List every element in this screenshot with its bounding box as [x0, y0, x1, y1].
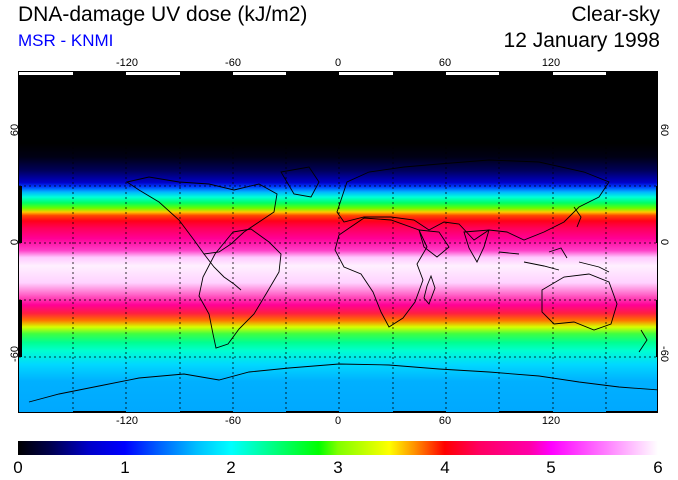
- coast-south-america: [198, 228, 282, 349]
- lon-tick-top-minus120: -120: [115, 57, 139, 69]
- date-label: 12 January 1998: [503, 29, 660, 52]
- lon-tick-top-0: 0: [334, 57, 342, 69]
- tick-bar: [606, 411, 657, 412]
- tick-bar: [286, 411, 339, 412]
- tick-bar: [19, 186, 22, 243]
- coast-japan: [573, 206, 582, 228]
- lon-tick-bottom-120: 120: [541, 415, 561, 427]
- tick-bar: [73, 411, 126, 412]
- sky-condition-label: Clear-sky: [571, 3, 660, 26]
- tick-bar: [553, 72, 606, 75]
- coast-central-america: [203, 253, 242, 291]
- map-title: DNA-damage UV dose (kJ/m2): [18, 3, 308, 26]
- lat-tick-right-60: 60: [658, 123, 670, 137]
- tick-bar: [19, 300, 22, 357]
- coast-north-america: [125, 176, 278, 255]
- graticule: [19, 72, 657, 412]
- lat-tick-right-minus60: -60: [658, 346, 670, 362]
- coast-antarctica: [28, 363, 657, 403]
- colorbar-label-2: 2: [226, 458, 236, 477]
- tick-bar: [180, 411, 233, 412]
- colorbar-label-6: 6: [653, 458, 663, 477]
- lon-tick-bottom-60: 60: [438, 415, 452, 427]
- tick-bar: [393, 411, 446, 412]
- coast-australia: [541, 273, 618, 331]
- frame-ticks: [19, 72, 657, 412]
- source-label: MSR - KNMI: [18, 31, 114, 50]
- coast-india: [463, 229, 490, 263]
- tick-bar: [339, 72, 393, 75]
- tick-bar: [656, 300, 657, 357]
- coast-arabia: [418, 229, 450, 258]
- coast-madagascar: [423, 274, 436, 305]
- tick-bar: [499, 411, 553, 412]
- tick-bar: [126, 72, 180, 75]
- colorbar-label-4: 4: [440, 458, 450, 477]
- colorbar-label-5: 5: [546, 458, 556, 477]
- lon-tick-top-minus60: -60: [225, 57, 241, 69]
- uv-map: [18, 71, 658, 413]
- uv-colorbar: [18, 441, 658, 455]
- lon-tick-bottom-0: 0: [334, 415, 342, 427]
- lon-tick-top-120: 120: [541, 57, 561, 69]
- colorbar-label-3: 3: [333, 458, 343, 477]
- tick-bar: [19, 72, 73, 75]
- coast-africa: [334, 217, 428, 328]
- lon-tick-bottom-minus60: -60: [225, 415, 241, 427]
- lat-tick-right-0: 0: [658, 238, 670, 246]
- tick-bar: [656, 186, 657, 243]
- coast-eurasia: [336, 159, 610, 241]
- colorbar-label-1: 1: [120, 458, 130, 477]
- lon-tick-bottom-minus120: -120: [115, 415, 139, 427]
- coast-indonesia: [498, 247, 610, 273]
- coast-new-zealand: [638, 329, 648, 353]
- map-overlay: [19, 72, 657, 412]
- colorbar-label-0: 0: [13, 458, 23, 477]
- lon-tick-top-60: 60: [438, 57, 452, 69]
- tick-bar: [233, 72, 286, 75]
- coastlines: [28, 159, 657, 403]
- tick-bar: [446, 72, 499, 75]
- coast-greenland: [280, 166, 320, 198]
